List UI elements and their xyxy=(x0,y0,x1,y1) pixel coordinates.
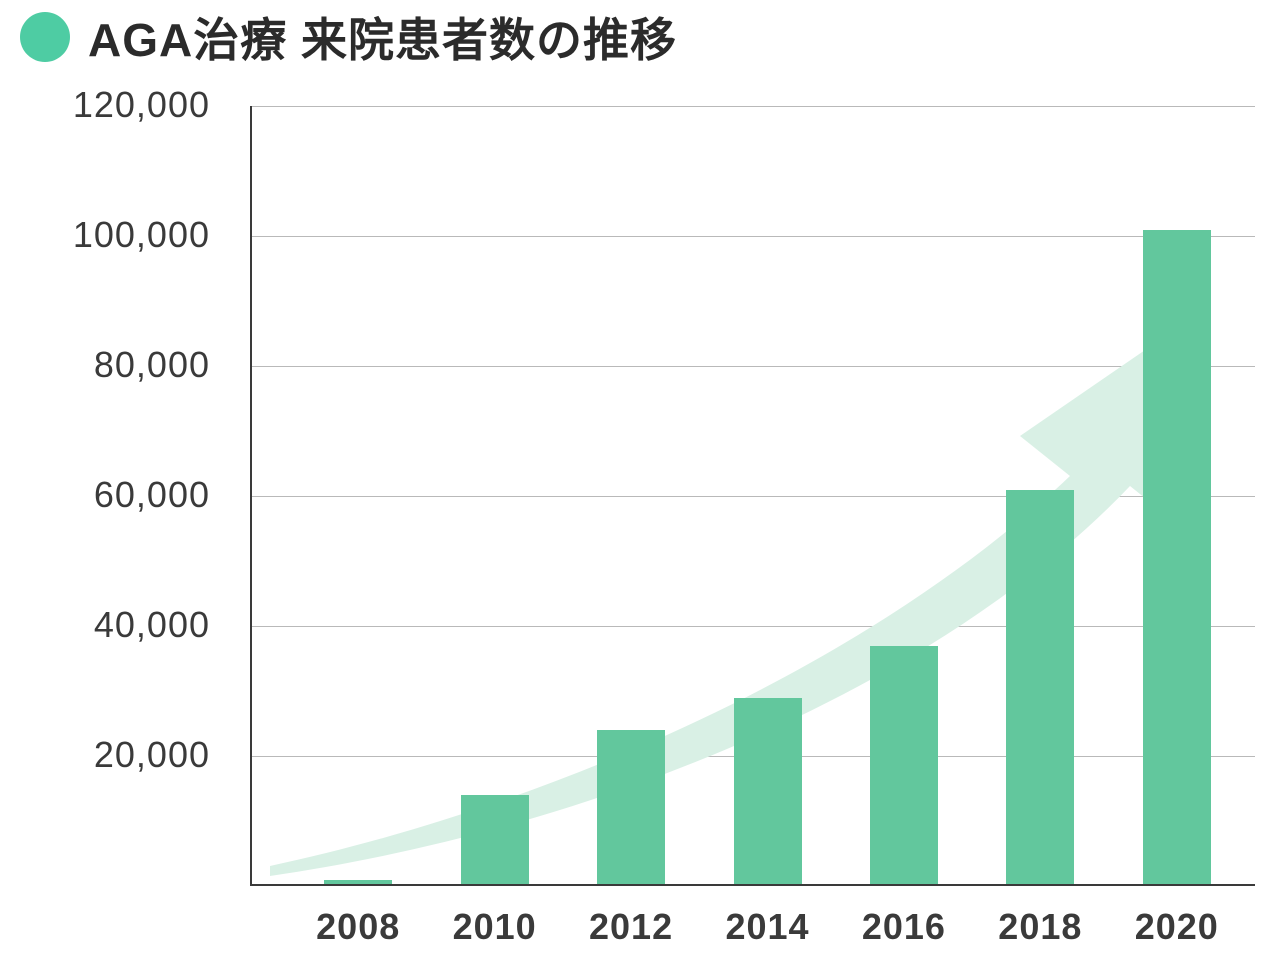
gridline xyxy=(250,236,1255,237)
y-axis-label: 120,000 xyxy=(0,84,210,126)
y-axis-label: 100,000 xyxy=(0,214,210,256)
x-axis-label: 2008 xyxy=(290,906,426,948)
y-axis-label: 60,000 xyxy=(0,474,210,516)
title-bullet-icon xyxy=(20,12,70,62)
y-axis-label: 40,000 xyxy=(0,604,210,646)
bar xyxy=(1006,490,1074,887)
gridline xyxy=(250,106,1255,107)
gridline xyxy=(250,496,1255,497)
y-axis xyxy=(250,106,252,886)
x-axis xyxy=(250,884,1255,886)
bar xyxy=(597,730,665,886)
gridline xyxy=(250,626,1255,627)
x-axis-label: 2014 xyxy=(699,906,835,948)
chart-container: AGA治療 来院患者数の推移 20,000 40,000 60,000 80,000 1… xyxy=(0,0,1276,964)
bar xyxy=(734,698,802,887)
x-axis-label: 2018 xyxy=(972,906,1108,948)
x-axis-label: 2012 xyxy=(563,906,699,948)
bar xyxy=(461,795,529,886)
y-axis-label: 80,000 xyxy=(0,344,210,386)
x-axis-label: 2016 xyxy=(836,906,972,948)
gridline xyxy=(250,366,1255,367)
y-axis-label: 20,000 xyxy=(0,734,210,776)
x-axis-label: 2020 xyxy=(1109,906,1245,948)
chart-title: AGA治療 来院患者数の推移 xyxy=(88,4,677,70)
bar xyxy=(870,646,938,887)
bar xyxy=(1143,230,1211,887)
x-axis-label: 2010 xyxy=(426,906,562,948)
chart-title-row: AGA治療 来院患者数の推移 xyxy=(20,4,677,70)
